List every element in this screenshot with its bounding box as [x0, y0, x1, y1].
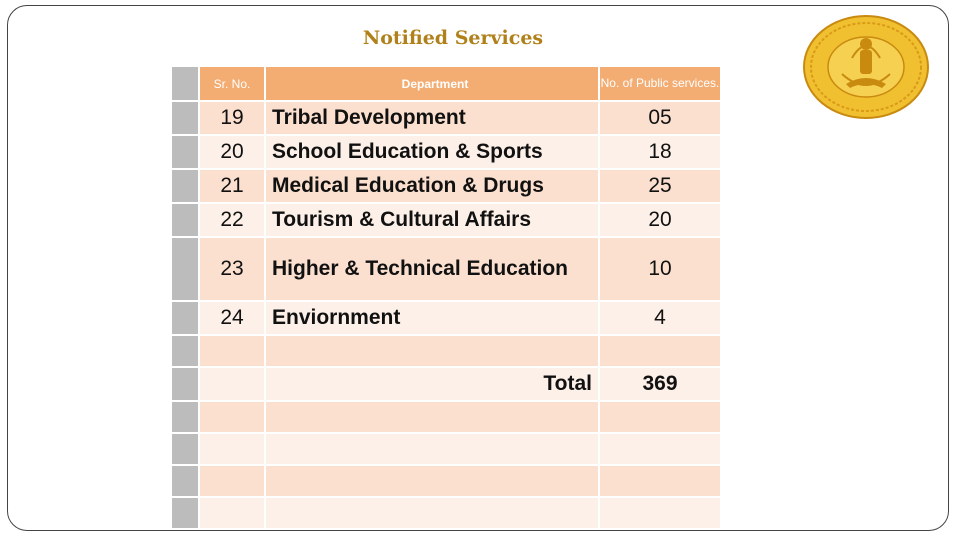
empty-cell [600, 402, 722, 434]
table-row: 23 Higher & Technical Education 10 [172, 238, 722, 302]
total-row: Total 369 [172, 368, 722, 402]
table-row [172, 336, 722, 368]
services-count-cell: 18 [600, 136, 722, 170]
header-department: Department [266, 67, 600, 102]
sr-no-cell: 24 [200, 302, 266, 336]
notified-services-table: Sr. No. Department No. of Public service… [172, 67, 722, 530]
empty-cell [266, 466, 600, 498]
table-row [172, 466, 722, 498]
department-cell: School Education & Sports [266, 136, 600, 170]
side-bar-cell [172, 368, 200, 402]
empty-cell [200, 466, 266, 498]
services-count-cell: 25 [600, 170, 722, 204]
side-bar-cell [172, 238, 200, 302]
empty-cell [600, 466, 722, 498]
side-bar-cell [172, 204, 200, 238]
empty-cell [600, 336, 722, 368]
side-bar-cell [172, 336, 200, 368]
sr-no-cell: 21 [200, 170, 266, 204]
header-services: No. of Public services. [600, 67, 722, 102]
side-bar-cell [172, 170, 200, 204]
table-row [172, 498, 722, 530]
page-title: Notified Services [362, 27, 544, 49]
table-row: 19 Tribal Development 05 [172, 102, 722, 136]
side-bar-cell [172, 102, 200, 136]
empty-cell [600, 498, 722, 530]
empty-cell [200, 336, 266, 368]
sr-no-cell: 19 [200, 102, 266, 136]
header-sr-no: Sr. No. [200, 67, 266, 102]
services-count-cell: 20 [600, 204, 722, 238]
empty-cell [200, 368, 266, 402]
empty-cell [600, 434, 722, 466]
empty-cell [266, 498, 600, 530]
side-bar-cell [172, 402, 200, 434]
maharashtra-government-seal-icon [803, 15, 929, 119]
table-row: 22 Tourism & Cultural Affairs 20 [172, 204, 722, 238]
side-bar-cell [172, 466, 200, 498]
table-row: 20 School Education & Sports 18 [172, 136, 722, 170]
sr-no-cell: 22 [200, 204, 266, 238]
department-cell: Medical Education & Drugs [266, 170, 600, 204]
side-bar-cell [172, 136, 200, 170]
side-bar-cell [172, 434, 200, 466]
empty-cell [200, 402, 266, 434]
table-row: 24 Enviornment 4 [172, 302, 722, 336]
department-cell: Higher & Technical Education [266, 238, 600, 302]
empty-cell [266, 434, 600, 466]
table-row: 21 Medical Education & Drugs 25 [172, 170, 722, 204]
services-count-cell: 10 [600, 238, 722, 302]
total-label: Total [266, 368, 600, 402]
services-count-cell: 4 [600, 302, 722, 336]
table-row [172, 402, 722, 434]
sr-no-cell: 23 [200, 238, 266, 302]
department-cell: Enviornment [266, 302, 600, 336]
empty-cell [266, 336, 600, 368]
total-value: 369 [600, 368, 722, 402]
department-cell: Tribal Development [266, 102, 600, 136]
side-bar-cell [172, 302, 200, 336]
sr-no-cell: 20 [200, 136, 266, 170]
empty-cell [266, 402, 600, 434]
slide-frame [7, 5, 949, 531]
services-count-cell: 05 [600, 102, 722, 136]
table-row [172, 434, 722, 466]
empty-cell [200, 498, 266, 530]
side-bar-cell [172, 67, 200, 102]
empty-cell [200, 434, 266, 466]
side-bar-cell [172, 498, 200, 530]
department-cell: Tourism & Cultural Affairs [266, 204, 600, 238]
